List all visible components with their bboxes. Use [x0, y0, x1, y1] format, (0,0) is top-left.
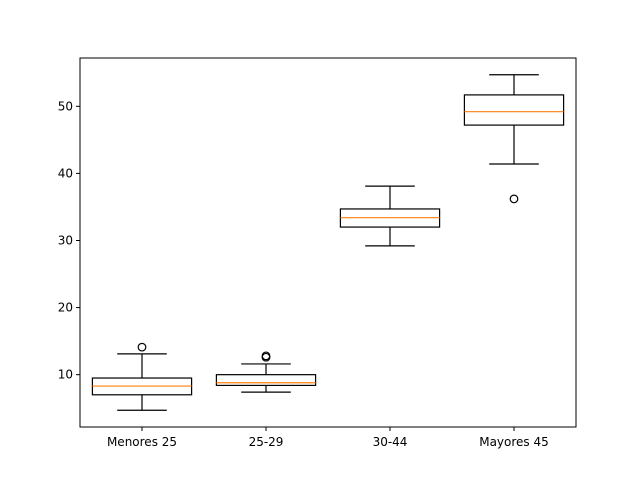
x-tick-label: Mayores 45: [479, 435, 549, 449]
box-1: [91, 342, 193, 411]
y-tick-label: 50: [58, 99, 73, 113]
box-group: [91, 74, 565, 411]
plot-area: [80, 58, 576, 427]
x-axis: Menores 25 25-29 30-44 Mayores 45: [107, 427, 549, 449]
box-2: [215, 351, 317, 393]
x-tick-label: Menores 25: [107, 435, 177, 449]
plot-frame: [79, 57, 577, 428]
box-rect: [463, 94, 565, 126]
outlier-point: [261, 351, 271, 361]
outlier-point: [509, 194, 519, 204]
y-tick-label: 30: [58, 233, 73, 247]
outlier-point: [137, 342, 147, 352]
box-4: [463, 74, 565, 204]
y-tick-label: 20: [58, 301, 73, 315]
x-tick-label: 30-44: [373, 435, 408, 449]
x-tick-label: 25-29: [249, 435, 284, 449]
y-tick-label: 40: [58, 166, 73, 180]
y-tick-label: 10: [58, 368, 73, 382]
box-3: [339, 185, 441, 247]
y-axis: 10 20 30 40 50: [58, 99, 80, 382]
box-rect: [215, 374, 317, 387]
